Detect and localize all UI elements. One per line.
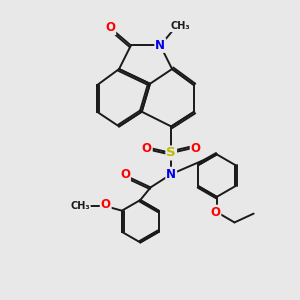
Text: N: N bbox=[166, 168, 176, 181]
Text: O: O bbox=[101, 198, 111, 211]
Text: O: O bbox=[190, 142, 201, 155]
Text: S: S bbox=[167, 146, 176, 159]
Text: O: O bbox=[105, 21, 115, 34]
Text: O: O bbox=[120, 168, 130, 181]
Text: O: O bbox=[210, 206, 220, 219]
Text: CH₃: CH₃ bbox=[170, 21, 190, 31]
Text: N: N bbox=[155, 39, 165, 52]
Text: CH₃: CH₃ bbox=[70, 201, 90, 211]
Text: O: O bbox=[142, 142, 152, 155]
